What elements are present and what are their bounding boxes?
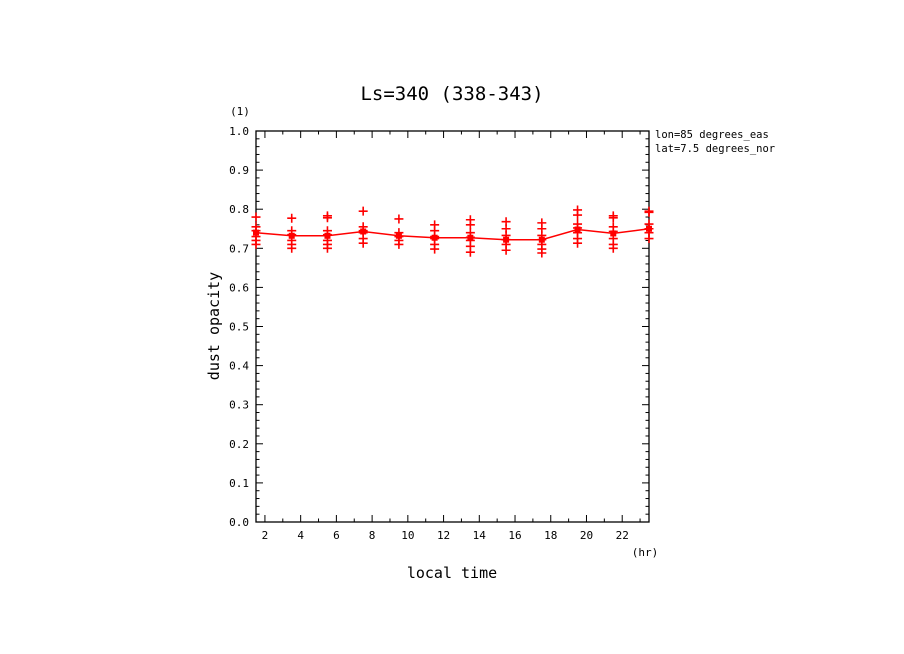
- sample-marker: [573, 210, 583, 220]
- sample-marker: [251, 239, 261, 249]
- axis-tick-labels: 0.0 0.1 0.2 0.3 0.4 0.5 0.6 0.7 0.8 0.9 1.0 2 4 6 8 10 1…: [229, 125, 629, 542]
- y-tick-label: 0.2: [229, 438, 249, 451]
- y-tick-label: 0.5: [229, 321, 249, 334]
- y-tick-label: 0.7: [229, 242, 249, 255]
- y-tick-label: 0.4: [229, 360, 249, 373]
- x-axis-label: local time: [407, 564, 497, 582]
- x-tick-label: 12: [437, 529, 450, 542]
- sample-marker: [608, 243, 618, 253]
- chart-title: Ls=340 (338-343): [360, 83, 543, 105]
- y-tick-label: 0.8: [229, 203, 249, 216]
- x-tick-label: 4: [297, 529, 304, 542]
- sample-marker: [322, 243, 332, 253]
- y-tick-label: 0.0: [229, 516, 249, 529]
- x-tick-label: 14: [473, 529, 487, 542]
- plot-frame: [255, 130, 650, 523]
- sample-marker: [537, 248, 547, 258]
- sample-marker: [573, 238, 583, 248]
- x-tick-label: 16: [508, 529, 521, 542]
- sample-marker: [287, 243, 297, 253]
- y-axis-label: dust opacity: [205, 272, 223, 380]
- y-tick-label: 0.6: [229, 281, 249, 294]
- sample-marker: [322, 213, 332, 223]
- y-tick-label: 1.0: [229, 125, 249, 138]
- y-unit-label: (1): [230, 105, 250, 118]
- annotation-lat: lat=7.5 degrees_nor: [655, 143, 775, 155]
- x-tick-label: 8: [369, 529, 376, 542]
- sample-marker: [251, 212, 261, 222]
- y-tick-label: 0.3: [229, 399, 249, 412]
- mean-line: [255, 228, 650, 241]
- x-tick-label: 22: [616, 529, 629, 542]
- x-tick-label: 10: [401, 529, 414, 542]
- annotation-lon: lon=85 degrees_eas: [655, 129, 769, 141]
- data-marks: [251, 205, 654, 258]
- x-tick-label: 6: [333, 529, 340, 542]
- sample-marker: [358, 206, 368, 216]
- sample-marker: [394, 214, 404, 224]
- sample-marker: [501, 245, 511, 255]
- sample-marker: [430, 244, 440, 254]
- sample-marker: [644, 234, 654, 244]
- sample-marker: [465, 247, 475, 257]
- sample-marker: [608, 213, 618, 223]
- sample-marker: [394, 239, 404, 249]
- sample-marker: [465, 220, 475, 230]
- axis-ticks: [256, 130, 649, 523]
- x-tick-label: 20: [580, 529, 593, 542]
- x-unit-label: (hr): [632, 546, 659, 559]
- x-tick-label: 2: [262, 529, 269, 542]
- sample-marker: [358, 238, 368, 248]
- sample-marker: [287, 213, 297, 223]
- y-tick-label: 0.9: [229, 164, 249, 177]
- y-tick-label: 0.1: [229, 477, 249, 490]
- sample-marker: [644, 207, 654, 217]
- x-tick-label: 18: [544, 529, 557, 542]
